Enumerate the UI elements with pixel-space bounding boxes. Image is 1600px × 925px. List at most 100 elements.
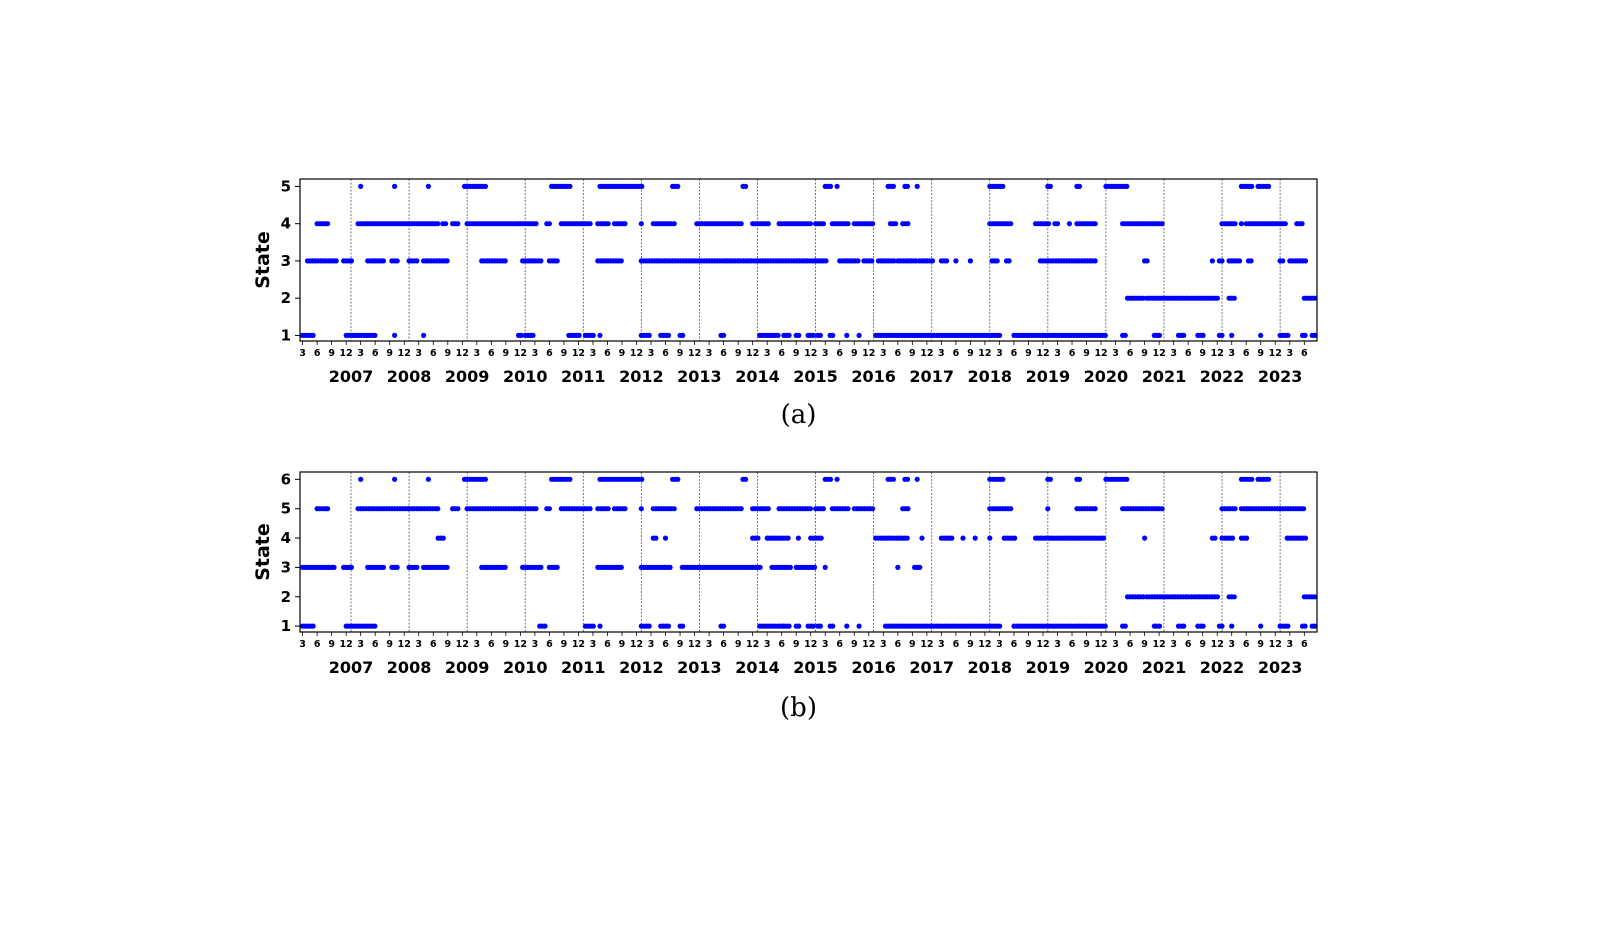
data-point [738, 506, 744, 512]
month-tick-label: 6 [895, 639, 902, 650]
year-label: 2013 [677, 367, 722, 386]
month-tick-label: 9 [1083, 348, 1090, 359]
month-tick-label: 9 [1199, 639, 1206, 650]
data-point [856, 623, 862, 629]
y-tick-label: 3 [281, 558, 291, 576]
data-point [567, 183, 573, 189]
month-tick-label: 9 [1257, 639, 1264, 650]
month-tick-label: 9 [619, 348, 626, 359]
data-point [905, 221, 911, 227]
month-tick-label: 6 [1243, 348, 1250, 359]
data-point [622, 506, 628, 512]
month-tick-label: 3 [357, 639, 364, 650]
year-label: 2021 [1142, 367, 1187, 386]
data-point [414, 258, 420, 264]
month-tick-label: 9 [1199, 348, 1206, 359]
data-point [743, 476, 749, 482]
data-point [1102, 623, 1108, 629]
month-tick-label: 9 [677, 639, 684, 650]
data-point [1266, 183, 1272, 189]
data-point [895, 564, 901, 571]
data-point [1156, 332, 1163, 338]
data-point [380, 564, 386, 571]
month-tick-label: 9 [1141, 348, 1148, 359]
data-point [1231, 594, 1237, 600]
month-tick-label: 3 [764, 348, 771, 359]
data-point [1008, 221, 1014, 227]
year-label: 2023 [1258, 658, 1303, 677]
data-point [444, 258, 450, 264]
year-label: 2018 [967, 367, 1012, 386]
month-tick-label: 3 [1054, 639, 1061, 650]
data-point [1282, 221, 1288, 227]
year-label: 2021 [1142, 658, 1187, 677]
month-tick-label: 9 [1025, 639, 1032, 650]
panel-caption: (b) [780, 693, 817, 723]
data-point [325, 506, 331, 512]
data-point [622, 221, 628, 227]
y-tick-label: 1 [281, 326, 291, 344]
data-point [827, 476, 834, 482]
data-point [530, 332, 536, 338]
data-point [638, 506, 644, 512]
month-tick-label: 12 [1153, 639, 1166, 650]
month-tick-label: 3 [822, 348, 829, 359]
data-point [1122, 623, 1128, 629]
data-point [1144, 258, 1150, 264]
data-point [721, 332, 727, 338]
month-tick-label: 9 [444, 348, 451, 359]
data-point [671, 506, 677, 512]
data-point [721, 623, 727, 629]
year-label: 2017 [909, 367, 954, 386]
data-point [997, 623, 1003, 629]
month-tick-label: 9 [561, 348, 568, 359]
data-point [1229, 332, 1235, 338]
month-tick-label: 9 [851, 348, 858, 359]
data-point [1232, 221, 1238, 227]
y-tick-label: 6 [281, 470, 291, 488]
data-point [440, 535, 446, 541]
year-label: 2016 [851, 658, 896, 677]
data-point [1142, 535, 1148, 541]
data-point [818, 535, 824, 541]
data-point [1249, 476, 1255, 482]
data-point [325, 221, 331, 227]
data-point [1212, 535, 1218, 541]
month-tick-label: 3 [996, 639, 1003, 650]
data-point [392, 332, 398, 338]
data-point [904, 535, 910, 541]
y-tick-label: 2 [281, 588, 291, 606]
month-tick-label: 9 [909, 639, 916, 650]
month-tick-label: 12 [804, 348, 817, 359]
data-point [1100, 535, 1107, 541]
data-point [1209, 258, 1215, 264]
y-tick-label: 2 [281, 289, 291, 307]
data-point [1159, 221, 1165, 227]
data-point [394, 258, 400, 264]
data-point [994, 258, 1000, 264]
month-tick-label: 3 [1228, 348, 1235, 359]
data-point [796, 623, 802, 629]
data-point [605, 506, 611, 512]
data-point [675, 183, 681, 189]
data-point [869, 258, 875, 264]
month-tick-label: 12 [978, 639, 991, 650]
month-tick-label: 9 [1025, 348, 1032, 359]
data-point [820, 506, 827, 512]
data-point [533, 506, 539, 512]
month-tick-label: 6 [778, 348, 785, 359]
data-point [587, 221, 593, 227]
y-axis-label: State [252, 523, 274, 581]
data-point [904, 476, 911, 482]
month-tick-label: 9 [503, 639, 510, 650]
data-point [639, 183, 645, 189]
month-tick-label: 6 [720, 639, 727, 650]
month-tick-label: 12 [746, 639, 759, 650]
data-point [348, 564, 354, 571]
data-point [639, 476, 645, 482]
data-point [421, 332, 427, 338]
month-tick-label: 3 [474, 639, 481, 650]
month-tick-label: 9 [735, 348, 742, 359]
data-point [533, 221, 539, 227]
